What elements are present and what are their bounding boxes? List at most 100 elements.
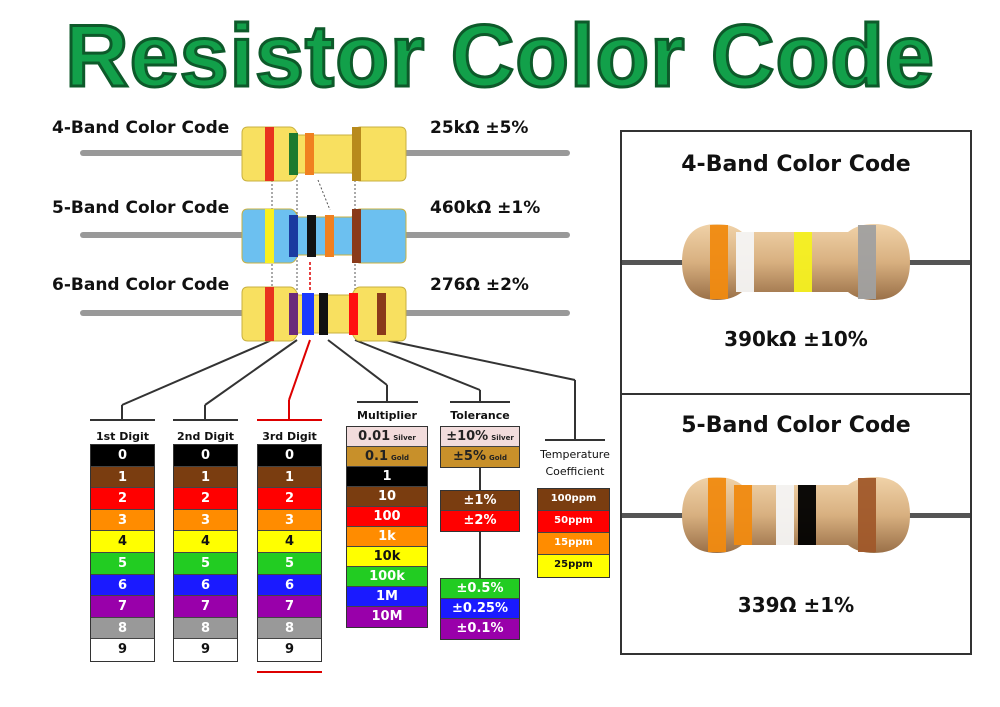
cell-note: Gold bbox=[489, 454, 507, 462]
cell-value: 0.01 bbox=[358, 429, 391, 444]
resistor-5-band-image bbox=[622, 477, 970, 553]
digit-cell: 7 bbox=[174, 596, 237, 618]
color-band bbox=[307, 215, 316, 257]
tolerance-cell: ±2% bbox=[441, 511, 519, 531]
digit-cell: 9 bbox=[258, 639, 321, 661]
digit-cell: 7 bbox=[91, 596, 154, 618]
example-value: 276Ω ±2% bbox=[430, 275, 529, 295]
column-header: 2nd Digit bbox=[177, 430, 234, 443]
cell-value: 100ppm bbox=[550, 493, 597, 504]
color-band bbox=[265, 209, 274, 263]
digit-cell: 4 bbox=[258, 531, 321, 553]
digit-cell: 4 bbox=[91, 531, 154, 553]
tolerance-group: ±0.5% ±0.25% ±0.1% bbox=[440, 578, 520, 640]
digit-cell: 5 bbox=[174, 552, 237, 575]
tolerance-cell: ±0.1% bbox=[441, 619, 519, 639]
cell-value: 1 bbox=[382, 469, 392, 484]
digit-cell: 5 bbox=[91, 552, 154, 575]
tolerance-cell: ±10% Silver bbox=[441, 427, 519, 447]
color-band bbox=[776, 485, 794, 545]
temperature-cell: 15ppm bbox=[538, 533, 609, 555]
temperature-cell: 25ppm bbox=[538, 555, 609, 577]
digit-cell: 3 bbox=[91, 509, 154, 532]
cell-value: 100 bbox=[373, 509, 401, 524]
connector-line bbox=[327, 339, 388, 386]
color-band bbox=[794, 232, 812, 292]
cell-value: 10M bbox=[371, 609, 403, 624]
color-band bbox=[858, 478, 876, 552]
tolerance-cell: ±0.5% bbox=[441, 579, 519, 599]
color-band bbox=[302, 293, 314, 335]
temperature-cell: 50ppm bbox=[538, 511, 609, 533]
panel-4-band: 4-Band Color Code 390kΩ ±10% bbox=[620, 130, 972, 395]
digit-cell: 1 bbox=[174, 466, 237, 489]
digit-cell: 6 bbox=[258, 574, 321, 597]
digit-cell: 5 bbox=[258, 552, 321, 575]
multiplier-cell: 0.01 Silver bbox=[347, 427, 427, 447]
color-band bbox=[858, 225, 876, 299]
example-resistor bbox=[241, 126, 407, 182]
cell-value: 15ppm bbox=[554, 537, 593, 548]
cell-value: ±1% bbox=[463, 493, 497, 508]
example-label: 6-Band Color Code bbox=[52, 275, 230, 295]
page-title: Resistor Color Code bbox=[64, 5, 936, 107]
cell-value: 1k bbox=[378, 529, 396, 544]
temperature-column: 100ppm 50ppm 15ppm 25ppm bbox=[537, 488, 610, 578]
digit-cell: 0 bbox=[258, 445, 321, 467]
digit-cell: 3 bbox=[174, 509, 237, 532]
digit-cell: 4 bbox=[174, 531, 237, 553]
color-band bbox=[349, 293, 358, 335]
multiplier-cell: 10M bbox=[347, 607, 427, 627]
digit-cell: 0 bbox=[91, 445, 154, 467]
column-header: Multiplier bbox=[357, 409, 417, 422]
example-label: 5-Band Color Code bbox=[52, 198, 230, 218]
example-value: 460kΩ ±1% bbox=[430, 198, 541, 218]
digit-cell: 6 bbox=[174, 574, 237, 597]
multiplier-cell: 1 bbox=[347, 467, 427, 487]
digit-cell: 1 bbox=[91, 466, 154, 489]
cell-value: ±0.5% bbox=[456, 581, 504, 596]
multiplier-cell: 100 bbox=[347, 507, 427, 527]
cell-value: 10k bbox=[373, 549, 401, 564]
multiplier-cell: 10 bbox=[347, 487, 427, 507]
multiplier-cell: 1M bbox=[347, 587, 427, 607]
digit-cell: 3 bbox=[258, 509, 321, 532]
cell-value: 0.1 bbox=[365, 449, 389, 464]
connector-line bbox=[384, 339, 576, 381]
color-band bbox=[289, 133, 298, 175]
connector-line bbox=[317, 179, 331, 211]
example-value: 25kΩ ±5% bbox=[430, 118, 529, 138]
connector-line bbox=[288, 339, 311, 401]
digit-cell: 8 bbox=[258, 617, 321, 640]
color-band bbox=[289, 293, 298, 335]
connector-line bbox=[121, 339, 273, 406]
color-band bbox=[289, 215, 298, 257]
example-resistor bbox=[241, 208, 407, 264]
color-band bbox=[325, 215, 334, 257]
cell-value: ±10% bbox=[446, 429, 489, 444]
digit-cell: 9 bbox=[174, 639, 237, 661]
tolerance-cell: ±5% Gold bbox=[441, 447, 519, 467]
multiplier-cell: 100k bbox=[347, 567, 427, 587]
color-band bbox=[319, 293, 328, 335]
cell-note: Gold bbox=[391, 454, 409, 462]
digit-cell: 9 bbox=[91, 639, 154, 661]
digit-cell: 6 bbox=[91, 574, 154, 597]
cell-value: 10 bbox=[377, 489, 397, 504]
color-band bbox=[377, 293, 386, 335]
color-band bbox=[734, 485, 752, 545]
panel-title: 4-Band Color Code bbox=[681, 152, 911, 177]
multiplier-cell: 0.1 Gold bbox=[347, 447, 427, 467]
cell-value: 50ppm bbox=[554, 515, 593, 526]
tolerance-cell: ±1% bbox=[441, 491, 519, 511]
cell-value: 1M bbox=[376, 589, 398, 604]
cell-value: ±2% bbox=[463, 513, 497, 528]
panel-title: 5-Band Color Code bbox=[681, 413, 911, 438]
example-resistor bbox=[241, 286, 407, 342]
cell-value: 100k bbox=[369, 569, 405, 584]
column-header: Tolerance bbox=[450, 409, 510, 422]
